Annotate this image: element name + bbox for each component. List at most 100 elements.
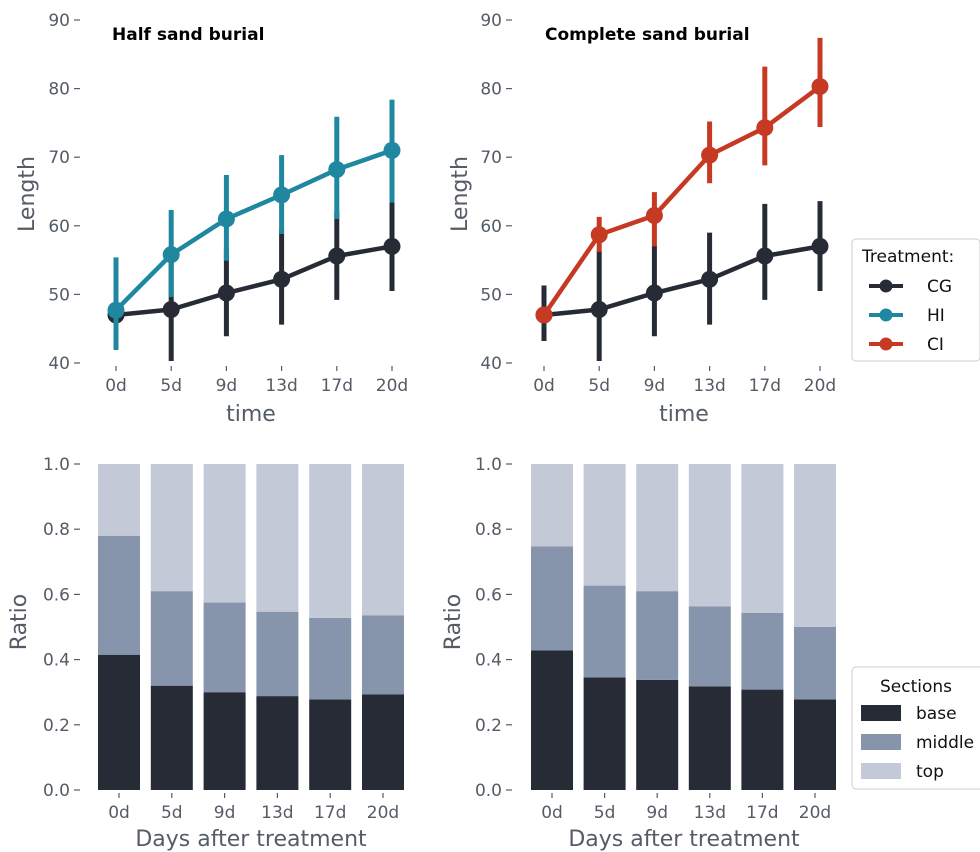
y-tick-label: 50 <box>480 285 502 305</box>
y-tick-label: 0.6 <box>475 585 502 605</box>
y-tick-label: 50 <box>48 285 70 305</box>
panel-title-half: Half sand burial <box>112 25 264 45</box>
legend-treatment: Treatment: CG HI CI <box>851 238 980 362</box>
data-point-hi <box>162 246 180 264</box>
y-tick-label: 60 <box>480 217 502 237</box>
bar-segment-middle <box>362 615 404 695</box>
y-tick-label: 0.4 <box>475 651 502 671</box>
bar-segment-base <box>362 694 404 790</box>
bar-segment-middle <box>309 617 352 700</box>
y-axis-label-ratio-half: Ratio <box>7 594 32 650</box>
y-tick-label: 40 <box>48 354 70 374</box>
y-tick-label: 0.0 <box>475 781 502 801</box>
series-line-cg <box>115 244 393 318</box>
x-tick-label: 17d <box>749 376 781 396</box>
panel-title-complete: Complete sand burial <box>545 25 750 45</box>
bar-segment-top <box>203 464 246 603</box>
x-axis-label-ratio-half: Days after treatment <box>135 827 367 852</box>
bar-segment-middle <box>741 612 784 690</box>
y-tick-label: 0.8 <box>43 520 70 540</box>
bar-segment-base <box>98 654 140 790</box>
data-point-cg <box>162 300 180 318</box>
legend-marker-hi <box>879 308 893 322</box>
x-tick-label: 20d <box>376 376 408 396</box>
y-tick-label: 70 <box>480 148 502 168</box>
y-tick-label: 90 <box>480 11 502 31</box>
x-tick-label: 9d <box>644 376 666 396</box>
data-point-ci <box>811 78 829 96</box>
legend-label-top: top <box>916 762 944 782</box>
x-tick-label: 0d <box>105 376 127 396</box>
y-tick-label: 40 <box>480 354 502 374</box>
bar-segment-base <box>256 696 299 790</box>
data-point-cg <box>645 284 663 302</box>
y-tick-label: 80 <box>48 80 70 100</box>
x-tick-label: 0d <box>108 803 130 823</box>
bar-segment-base <box>583 677 626 790</box>
bar-segment-top <box>98 464 140 536</box>
panel-complete-sand-burial: Complete sand burial Length time 40 50 60 7… <box>448 11 836 427</box>
data-point-cg <box>811 237 829 255</box>
bar-segment-top <box>636 464 679 592</box>
bar-segment-base <box>688 686 731 790</box>
x-tick-label: 17d <box>314 803 346 823</box>
y-axis-label-ratio-complete: Ratio <box>441 594 466 650</box>
y-tick-label: 90 <box>48 11 70 31</box>
bar-segment-middle <box>203 602 246 693</box>
y-tick-label: 0.2 <box>475 716 502 736</box>
data-point-ci <box>756 119 774 137</box>
x-tick-label: 13d <box>693 376 725 396</box>
x-tick-label: 9d <box>214 803 236 823</box>
x-tick-label: 5d <box>594 803 616 823</box>
series-line-cg <box>543 244 821 318</box>
bar-segment-middle <box>794 627 836 700</box>
x-tick-label: 17d <box>746 803 778 823</box>
bar-segment-base <box>636 679 679 790</box>
legend-sections: Sections base middle top <box>851 666 980 790</box>
legend-marker-ci <box>879 337 893 351</box>
y-tick-label: 1.0 <box>475 455 502 475</box>
x-tick-label: 9d <box>646 803 668 823</box>
data-point-hi <box>217 210 235 228</box>
legend-label-hi: HI <box>927 306 945 326</box>
bar-segment-middle <box>98 535 140 655</box>
bar-segment-middle <box>688 606 731 687</box>
bar-segment-base <box>150 685 193 790</box>
bar-segment-middle <box>256 611 299 697</box>
bar-segment-top <box>741 464 784 613</box>
panel-half-sand-burial: Half sand burial Length time 40 50 60 70 80 9… <box>15 11 408 427</box>
bar-segment-middle <box>583 585 626 678</box>
legend-treatment-frame <box>851 238 980 362</box>
x-axis-label-ratio-complete: Days after treatment <box>568 827 800 852</box>
data-point-hi <box>107 301 125 319</box>
y-tick-label: 1.0 <box>43 455 70 475</box>
x-axis-label-half: time <box>226 402 276 427</box>
x-tick-label: 17d <box>321 376 353 396</box>
data-point-hi <box>273 186 291 204</box>
x-tick-label: 20d <box>804 376 836 396</box>
legend-swatch-base <box>861 705 901 721</box>
series-line-ci <box>542 84 822 317</box>
x-tick-label: 0d <box>533 376 555 396</box>
bar-segment-top <box>150 464 193 592</box>
data-point-cg <box>590 300 608 318</box>
legend-label-cg: CG <box>927 277 952 297</box>
bar-segment-middle <box>150 591 193 686</box>
data-point-cg <box>756 247 774 265</box>
data-point-cg <box>383 237 401 255</box>
bar-segment-top <box>256 464 299 612</box>
legend-label-base: base <box>916 704 957 724</box>
bar-segment-base <box>794 699 836 790</box>
data-point-ci <box>535 306 553 324</box>
legend-label-ci: CI <box>927 335 944 355</box>
data-point-cg <box>701 270 719 288</box>
data-point-hi <box>383 141 401 159</box>
x-tick-label: 13d <box>694 803 726 823</box>
x-tick-label: 5d <box>160 376 182 396</box>
y-tick-label: 70 <box>48 148 70 168</box>
bar-segment-top <box>362 464 404 616</box>
bar-segment-middle <box>636 591 679 680</box>
y-tick-label: 60 <box>48 217 70 237</box>
legend-sections-title: Sections <box>880 677 952 697</box>
